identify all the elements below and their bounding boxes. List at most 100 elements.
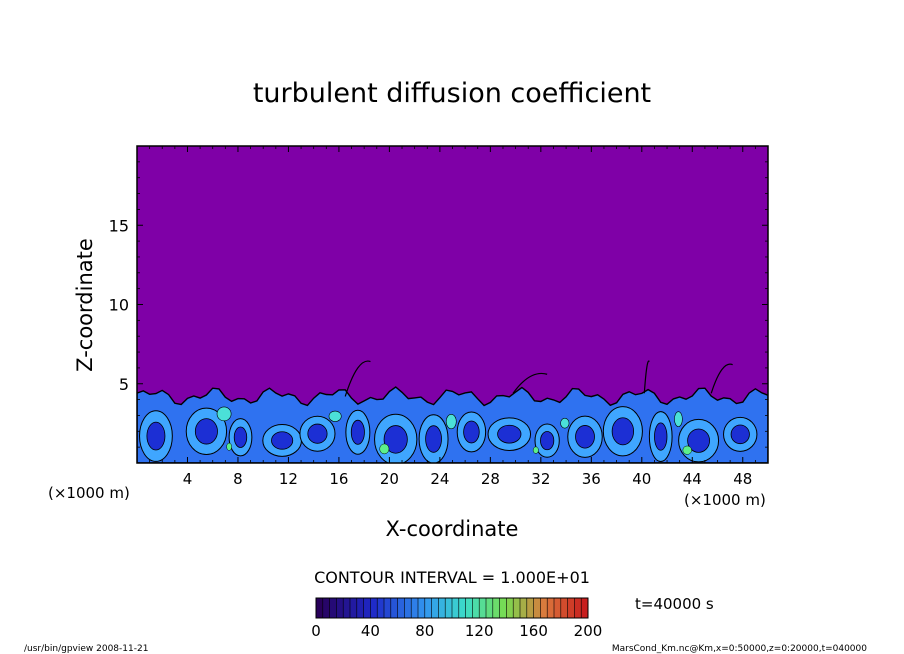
plume-contour bbox=[344, 360, 371, 397]
colorbar-tick-label: 200 bbox=[574, 622, 603, 640]
colorbar-cell bbox=[574, 598, 582, 618]
colorbar-cell bbox=[533, 598, 541, 618]
x-tick-label: 40 bbox=[632, 470, 651, 488]
colorbar-cell bbox=[465, 598, 473, 618]
plume-contour bbox=[710, 363, 733, 394]
colorbar-cell bbox=[506, 598, 514, 618]
x-tick-label: 16 bbox=[329, 470, 348, 488]
colorbar-cell bbox=[377, 598, 385, 618]
eddy-highlight bbox=[328, 410, 342, 422]
eddy-core bbox=[350, 419, 365, 445]
x-axis-label: X-coordinate bbox=[386, 517, 519, 541]
eddy-peak bbox=[226, 442, 232, 451]
x-unit-left: (×1000 m) bbox=[48, 484, 130, 502]
colorbar-cell bbox=[547, 598, 555, 618]
eddy-core bbox=[307, 423, 328, 444]
colorbar-cell bbox=[411, 598, 419, 618]
eddy-core bbox=[687, 428, 710, 453]
eddy-core bbox=[233, 426, 248, 448]
colorbar-cell bbox=[370, 598, 378, 618]
eddy-peak bbox=[379, 443, 390, 455]
eddy-core bbox=[271, 431, 294, 450]
x-unit-right: (×1000 m) bbox=[684, 491, 766, 509]
colorbar-cell bbox=[356, 598, 364, 618]
colorbar-cell bbox=[560, 598, 568, 618]
colorbar-cell bbox=[384, 598, 392, 618]
eddy-highlight bbox=[216, 406, 232, 422]
time-label: t=40000 s bbox=[635, 595, 714, 613]
colorbar-cell bbox=[336, 598, 344, 618]
colorbar-cell bbox=[486, 598, 494, 618]
eddy-core bbox=[497, 424, 522, 444]
colorbar-cell bbox=[404, 598, 412, 618]
colorbar-cell bbox=[424, 598, 432, 618]
x-tick-label: 4 bbox=[183, 470, 193, 488]
x-tick-label: 44 bbox=[683, 470, 702, 488]
x-tick-label: 20 bbox=[380, 470, 399, 488]
colorbar-cell bbox=[581, 598, 589, 618]
colorbar-cell bbox=[458, 598, 466, 618]
x-tick-label: 32 bbox=[531, 470, 550, 488]
colorbar-tick-label: 120 bbox=[465, 622, 494, 640]
colorbar-cell bbox=[343, 598, 351, 618]
eddy-core bbox=[611, 417, 635, 446]
colorbar-cell bbox=[452, 598, 460, 618]
colorbar-cell bbox=[445, 598, 453, 618]
y-axis-ticks: 5 10 15 bbox=[109, 161, 768, 448]
colorbar-tick-label: 160 bbox=[519, 622, 548, 640]
y-tick-label: 15 bbox=[109, 216, 129, 235]
eddy-peak bbox=[532, 446, 539, 454]
eddy-core bbox=[463, 420, 480, 444]
x-tick-label: 36 bbox=[582, 470, 601, 488]
colorbar-cell bbox=[492, 598, 500, 618]
colorbar-cell bbox=[390, 598, 398, 618]
colorbar-cell bbox=[322, 598, 330, 618]
colorbar-cell bbox=[431, 598, 439, 618]
plume-contour bbox=[512, 372, 548, 394]
eddy-core bbox=[146, 421, 166, 451]
plume-contour bbox=[643, 360, 650, 394]
x-tick-label: 8 bbox=[233, 470, 243, 488]
y-axis-label: Z-coordinate bbox=[73, 238, 97, 372]
colorbar-cell bbox=[350, 598, 358, 618]
colorbar-cell bbox=[554, 598, 562, 618]
eddy-core bbox=[654, 422, 668, 451]
footer-right: MarsCond_Km.nc@Km,x=0:50000,z=0:20000,t=… bbox=[612, 644, 867, 654]
colorbar-cell bbox=[397, 598, 405, 618]
y-tick-label: 5 bbox=[119, 375, 129, 394]
colorbar-cell bbox=[526, 598, 534, 618]
colorbar-cell bbox=[329, 598, 337, 618]
eddy-core bbox=[540, 431, 555, 451]
colorbar-cell bbox=[418, 598, 426, 618]
colorbar-cell bbox=[438, 598, 446, 618]
eddy-peak bbox=[682, 445, 692, 455]
colorbar-cell bbox=[472, 598, 480, 618]
colorbar-tick-label: 80 bbox=[415, 622, 434, 640]
plot-area bbox=[137, 146, 768, 463]
colorbar bbox=[315, 597, 589, 619]
colorbar-cell bbox=[520, 598, 528, 618]
x-tick-label: 48 bbox=[733, 470, 752, 488]
eddy-highlight bbox=[560, 417, 570, 429]
colorbar-cell bbox=[567, 598, 575, 618]
colorbar-cell bbox=[316, 598, 324, 618]
eddy-core bbox=[194, 418, 218, 445]
colorbar-ticks: 0 40 80 120 160 200 bbox=[311, 622, 602, 640]
colorbar-frame bbox=[315, 597, 589, 619]
eddy-core bbox=[575, 425, 595, 449]
eddy-highlight bbox=[674, 411, 683, 427]
eddy-core bbox=[383, 425, 408, 454]
x-tick-label: 24 bbox=[430, 470, 449, 488]
chart-title: turbulent diffusion coefficient bbox=[253, 78, 651, 109]
eddy-highlight bbox=[445, 414, 457, 430]
colorbar-cell bbox=[479, 598, 487, 618]
x-tick-label: 28 bbox=[481, 470, 500, 488]
eddy-core bbox=[425, 425, 442, 453]
colorbar-cell bbox=[499, 598, 507, 618]
colorbar-cell bbox=[513, 598, 521, 618]
eddy-core bbox=[730, 424, 750, 445]
contour-interval-text: CONTOUR INTERVAL = 1.000E+01 bbox=[314, 568, 590, 587]
y-tick-label: 10 bbox=[109, 296, 129, 315]
colorbar-cell bbox=[363, 598, 371, 618]
